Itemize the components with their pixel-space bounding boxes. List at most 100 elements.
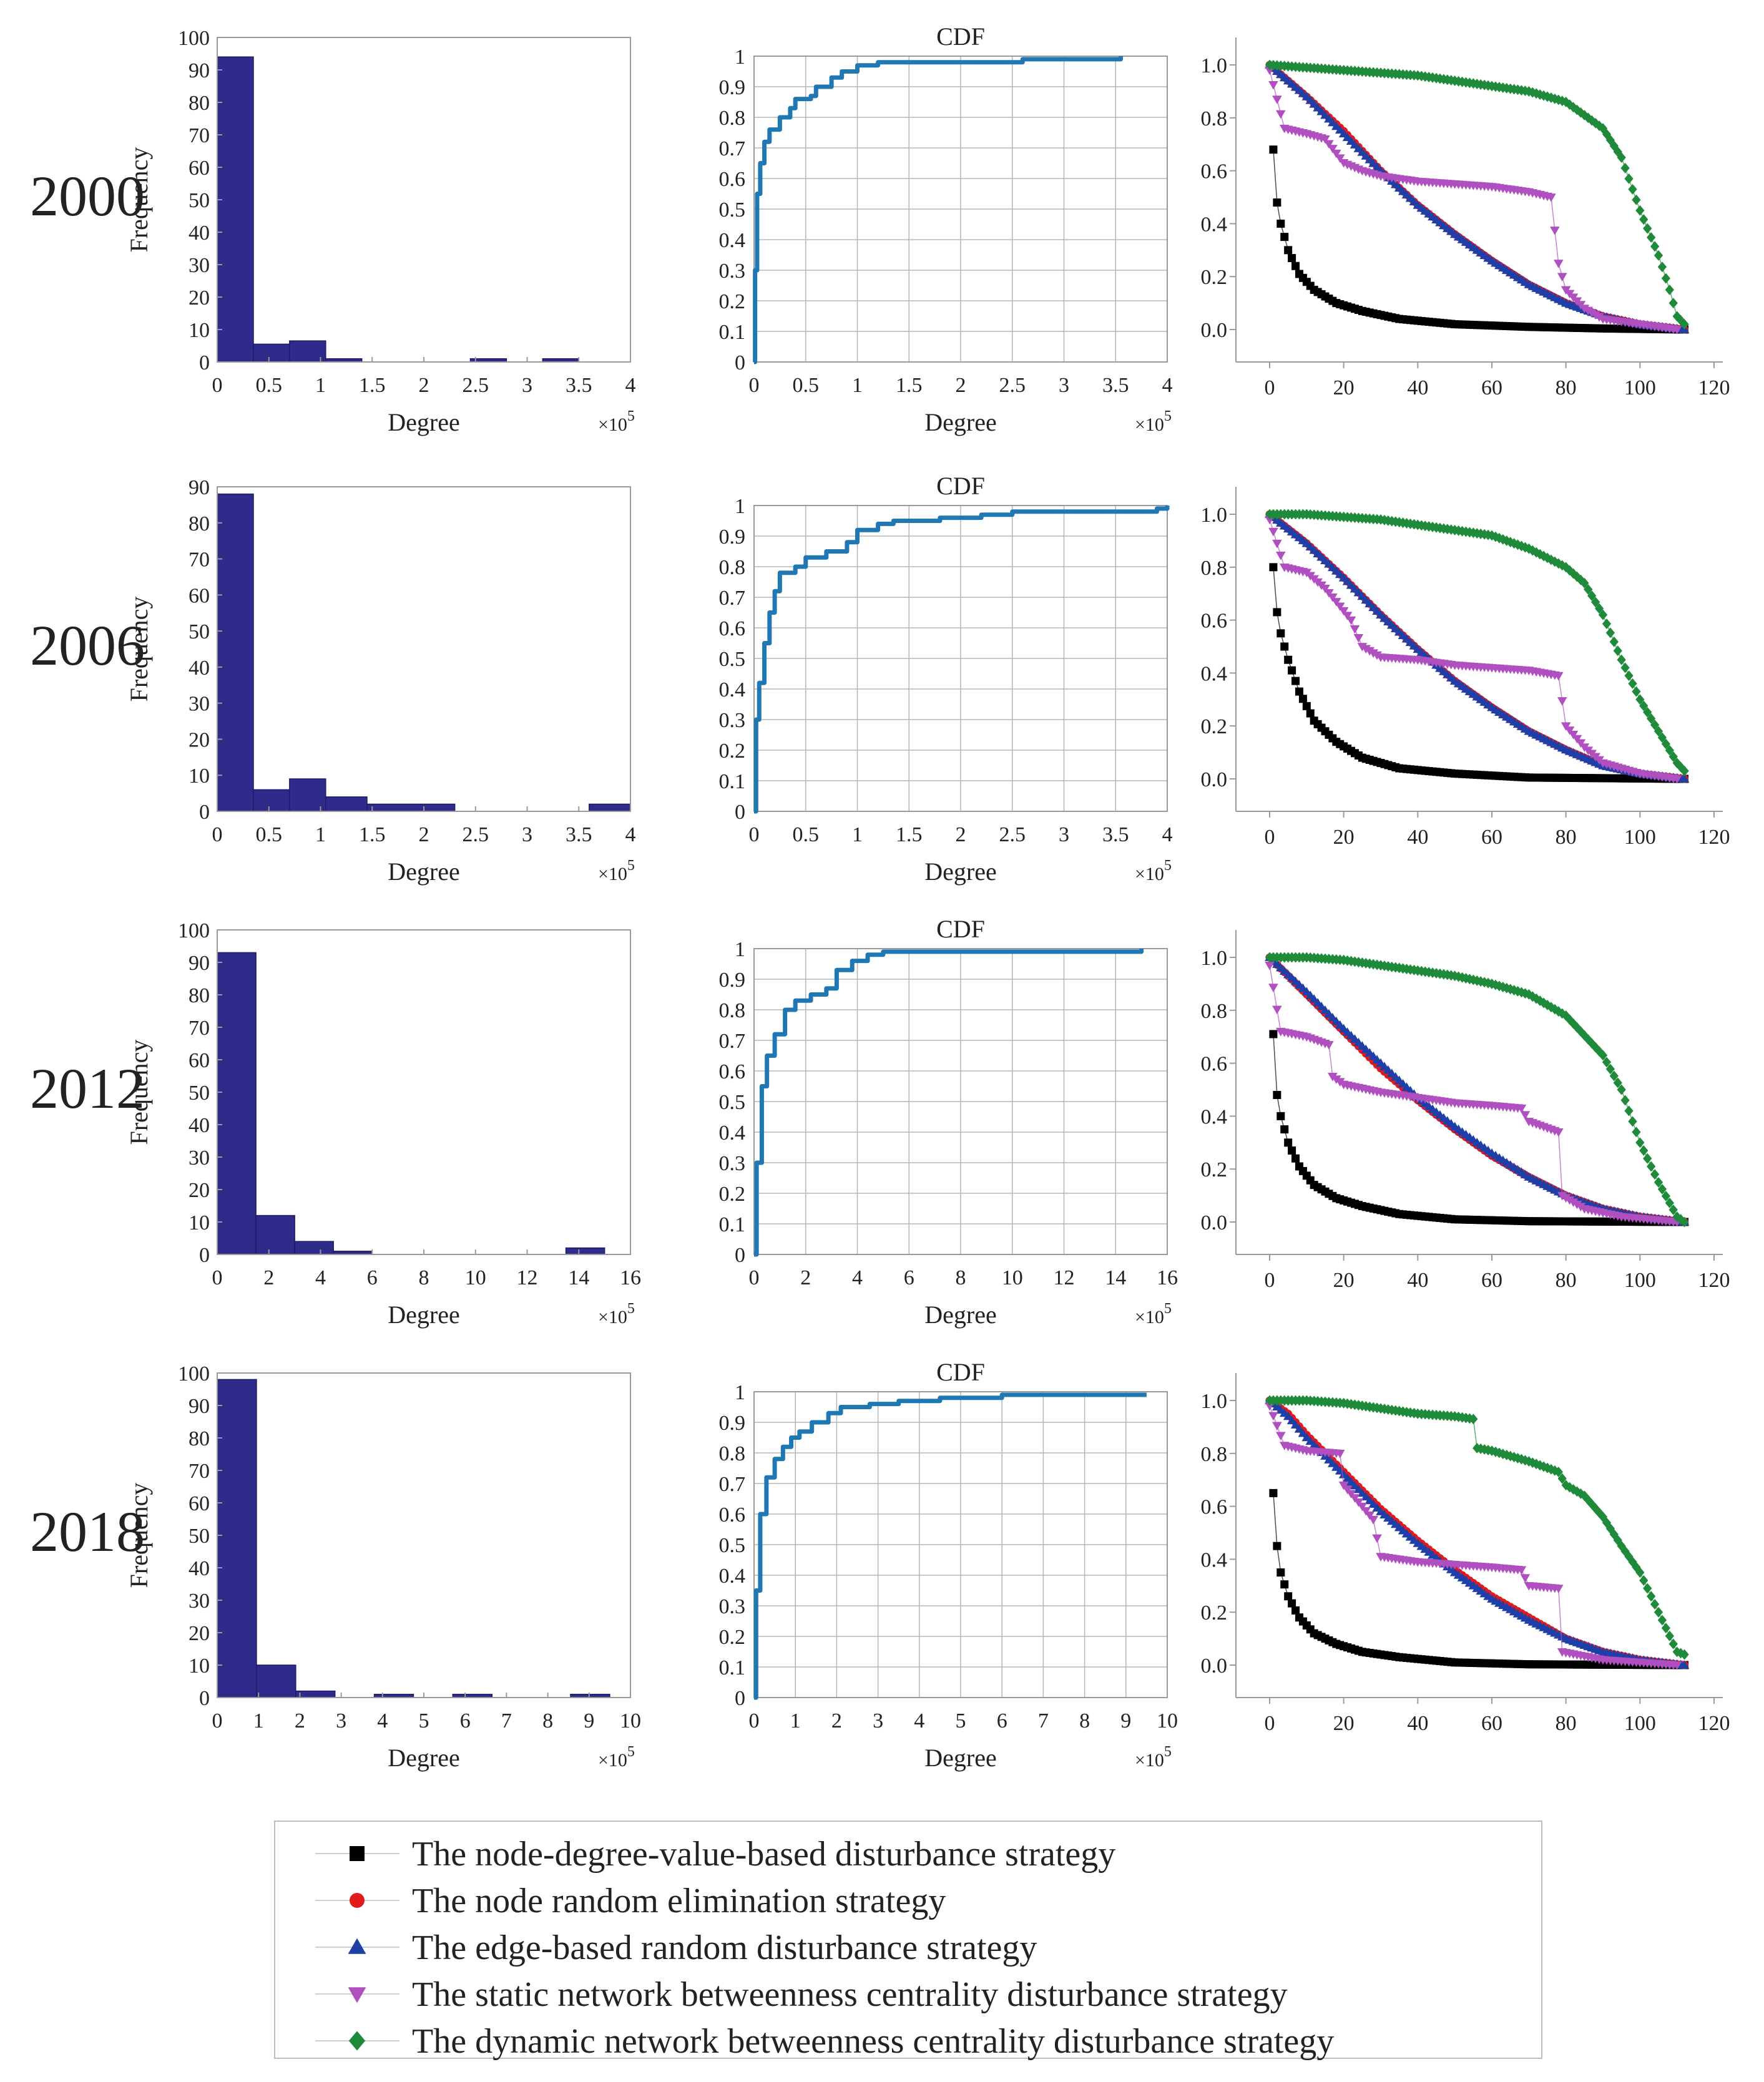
x-tick-label: 1 bbox=[790, 1709, 801, 1733]
y-tick-label: 0.0 bbox=[1201, 1654, 1228, 1678]
x-tick-label: 3.5 bbox=[1102, 374, 1129, 397]
data-point bbox=[1643, 223, 1652, 234]
data-point bbox=[1368, 1515, 1378, 1525]
x-tick-label: 9 bbox=[584, 1709, 594, 1733]
x-tick-label: 3.5 bbox=[1102, 823, 1129, 846]
data-point bbox=[1632, 686, 1641, 697]
data-point bbox=[1280, 642, 1289, 651]
x-tick-label: 0 bbox=[749, 374, 760, 397]
y-tick-label: 0.8 bbox=[719, 556, 746, 579]
data-point bbox=[1320, 135, 1330, 144]
data-point bbox=[1298, 1428, 1308, 1437]
cdf-exponent-label: ×105 bbox=[1135, 1744, 1172, 1771]
x-tick-label: 40 bbox=[1407, 1269, 1428, 1292]
data-point bbox=[1357, 1502, 1368, 1512]
x-tick-label: 100 bbox=[1624, 1269, 1656, 1292]
data-point bbox=[1557, 1008, 1567, 1019]
data-point bbox=[1288, 666, 1296, 675]
y-tick-label: 0.4 bbox=[1201, 1548, 1228, 1571]
y-tick-label: 100 bbox=[178, 1362, 210, 1386]
data-point bbox=[1524, 1456, 1534, 1467]
data-point bbox=[1628, 1116, 1637, 1127]
x-tick-label: 2 bbox=[295, 1709, 305, 1733]
cdf-2018: 00.10.20.30.40.50.60.70.80.910 1 2 3 4 5 6 7 8 9 1… bbox=[719, 1358, 1178, 1772]
x-tick-label: 100 bbox=[1624, 826, 1656, 849]
data-point bbox=[1587, 590, 1597, 602]
histogram-2006: 0 10 20 30 40 50 60 70 80 90 0 0.5 1 1.5 2 2.5 3 3.5 4 Degr… bbox=[125, 476, 636, 886]
data-point bbox=[1617, 654, 1626, 665]
legend-marker-triangle-down-icon bbox=[348, 1987, 366, 2003]
y-tick-label: 0.5 bbox=[719, 198, 746, 222]
y-tick-label: 0.7 bbox=[719, 1473, 746, 1496]
x-tick-label: 2.5 bbox=[999, 823, 1026, 846]
data-point bbox=[1335, 154, 1345, 164]
x-axis-label: Degree bbox=[388, 858, 459, 886]
x-tick-label: 0 bbox=[212, 823, 223, 846]
x-tick-label: 0 bbox=[749, 1709, 760, 1733]
data-point bbox=[1284, 1138, 1293, 1147]
data-point bbox=[1288, 254, 1296, 263]
y-tick-label: 70 bbox=[189, 124, 210, 147]
y-tick-label: 0.1 bbox=[719, 1656, 746, 1679]
histogram-bar bbox=[256, 1664, 296, 1698]
data-point bbox=[1576, 1026, 1585, 1037]
data-point bbox=[1635, 1567, 1645, 1578]
data-point bbox=[1535, 1460, 1545, 1471]
legend-item: The node random elimination strategy bbox=[315, 1882, 946, 1920]
y-tick-label: 50 bbox=[189, 189, 210, 212]
histogram-exponent-label: ×105 bbox=[598, 408, 635, 435]
x-tick-label: 4 bbox=[1162, 374, 1173, 397]
data-point bbox=[1294, 1424, 1305, 1433]
x-tick-label: 0 bbox=[212, 374, 223, 397]
data-point bbox=[1643, 1583, 1652, 1594]
data-point bbox=[1291, 261, 1300, 270]
data-point bbox=[1569, 102, 1578, 113]
histogram-bar bbox=[289, 778, 326, 812]
data-point bbox=[1272, 95, 1282, 104]
data-point bbox=[1632, 194, 1641, 205]
data-point bbox=[1672, 775, 1682, 784]
series-line bbox=[1269, 64, 1685, 330]
y-tick-label: 0.8 bbox=[719, 999, 746, 1022]
data-point bbox=[1520, 1574, 1531, 1583]
x-axis-label: Degree bbox=[924, 1301, 996, 1329]
x-tick-label: 1 bbox=[253, 1709, 264, 1733]
x-tick-label: 4 bbox=[377, 1709, 388, 1733]
data-point bbox=[1506, 1450, 1515, 1462]
x-tick-label: 40 bbox=[1407, 376, 1428, 399]
y-tick-label: 0.6 bbox=[719, 168, 746, 191]
series-edge-random bbox=[1265, 952, 1690, 1226]
x-tick-label: 1 bbox=[315, 374, 326, 397]
x-tick-label: 1.5 bbox=[896, 823, 923, 846]
data-point bbox=[1561, 1194, 1571, 1203]
x-tick-label: 5 bbox=[956, 1709, 966, 1733]
y-tick-label: 0.6 bbox=[719, 617, 746, 640]
x-tick-label: 40 bbox=[1407, 1712, 1428, 1735]
x-tick-label: 1 bbox=[315, 823, 326, 846]
x-tick-label: 80 bbox=[1556, 376, 1577, 399]
data-point bbox=[1609, 1529, 1619, 1540]
y-tick-label: 0 bbox=[735, 801, 745, 824]
data-point bbox=[1554, 1128, 1564, 1137]
data-point bbox=[1331, 149, 1341, 159]
data-point bbox=[1291, 1154, 1300, 1163]
y-tick-label: 0.6 bbox=[719, 1060, 746, 1083]
x-tick-label: 60 bbox=[1481, 1269, 1502, 1292]
data-point bbox=[1272, 1005, 1282, 1015]
y-tick-label: 0.2 bbox=[719, 1626, 746, 1649]
cdf-2006: 0 0.1 0.2 0.3 0.4 0.5 0.6 0.7 0.8 0.9 1 0 0.5 1 1.5 2 2.… bbox=[719, 472, 1173, 886]
data-point bbox=[1539, 997, 1549, 1009]
data-point bbox=[1602, 618, 1612, 629]
data-point bbox=[1665, 745, 1674, 756]
data-point bbox=[1561, 562, 1570, 573]
x-tick-label: 3 bbox=[522, 823, 532, 846]
data-point bbox=[1646, 232, 1656, 243]
series-dynamic-betweenness bbox=[1265, 509, 1689, 776]
y-tick-label: 1.0 bbox=[1201, 54, 1228, 77]
data-point bbox=[1628, 183, 1637, 195]
y-tick-label: 30 bbox=[189, 254, 210, 277]
data-point bbox=[1269, 563, 1278, 572]
series-dynamic-betweenness bbox=[1265, 952, 1689, 1228]
